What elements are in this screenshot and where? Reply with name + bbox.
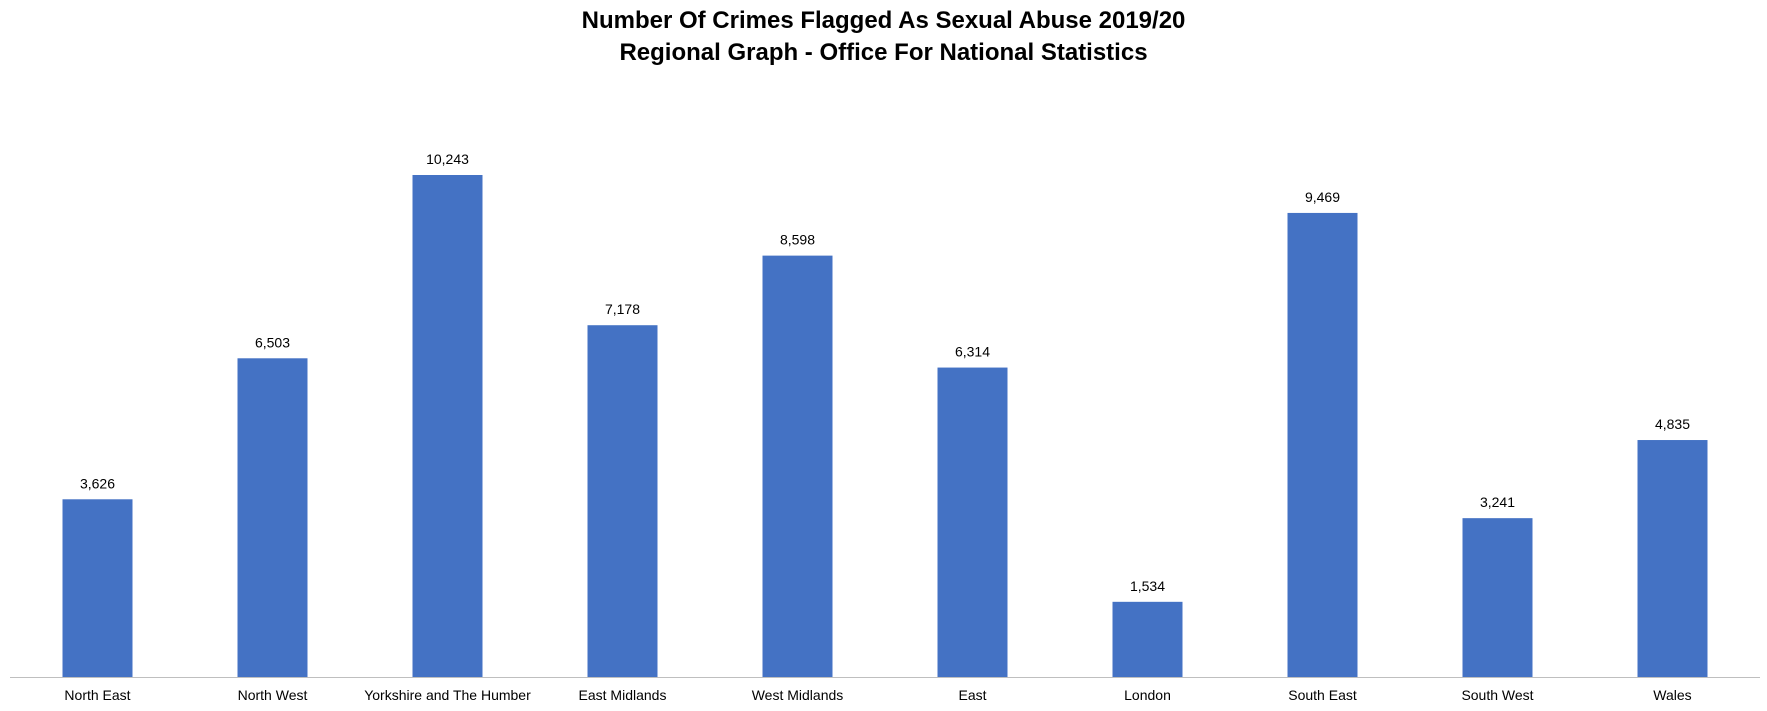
chart-title-line-2: Regional Graph - Office For National Sta… <box>619 39 1148 66</box>
category-label: East <box>958 687 986 703</box>
data-label: 6,503 <box>255 334 290 350</box>
bar-east-midlands <box>587 325 658 677</box>
data-label: 9,469 <box>1305 189 1340 205</box>
data-label: 4,835 <box>1655 416 1690 432</box>
bar-south-west <box>1462 518 1533 677</box>
bar-north-east <box>62 499 133 677</box>
bar-west-midlands <box>762 255 833 677</box>
category-label: Yorkshire and The Humber <box>364 687 531 703</box>
category-label: North West <box>238 687 308 703</box>
bar-london <box>1112 601 1183 677</box>
bar-south-east <box>1287 212 1358 677</box>
data-label: 6,314 <box>955 344 990 360</box>
bar-north-west <box>237 358 308 677</box>
data-label: 8,598 <box>780 232 815 248</box>
data-label: 3,626 <box>80 475 115 491</box>
data-label: 3,241 <box>1480 494 1515 510</box>
category-label: Wales <box>1653 687 1691 703</box>
data-label: 1,534 <box>1130 578 1165 594</box>
category-label: North East <box>64 687 130 703</box>
bar-yorkshire-and-the-humber <box>412 175 483 677</box>
category-label: South West <box>1461 687 1533 703</box>
bar-wales <box>1637 440 1708 677</box>
chart-title-line-1: Number Of Crimes Flagged As Sexual Abuse… <box>581 7 1186 34</box>
data-label: 10,243 <box>426 151 469 167</box>
category-label: South East <box>1288 687 1357 703</box>
category-label: West Midlands <box>752 687 844 703</box>
data-label: 7,178 <box>605 301 640 317</box>
category-label: East Midlands <box>579 687 667 703</box>
category-label: London <box>1124 687 1171 703</box>
bar-east <box>937 367 1008 677</box>
